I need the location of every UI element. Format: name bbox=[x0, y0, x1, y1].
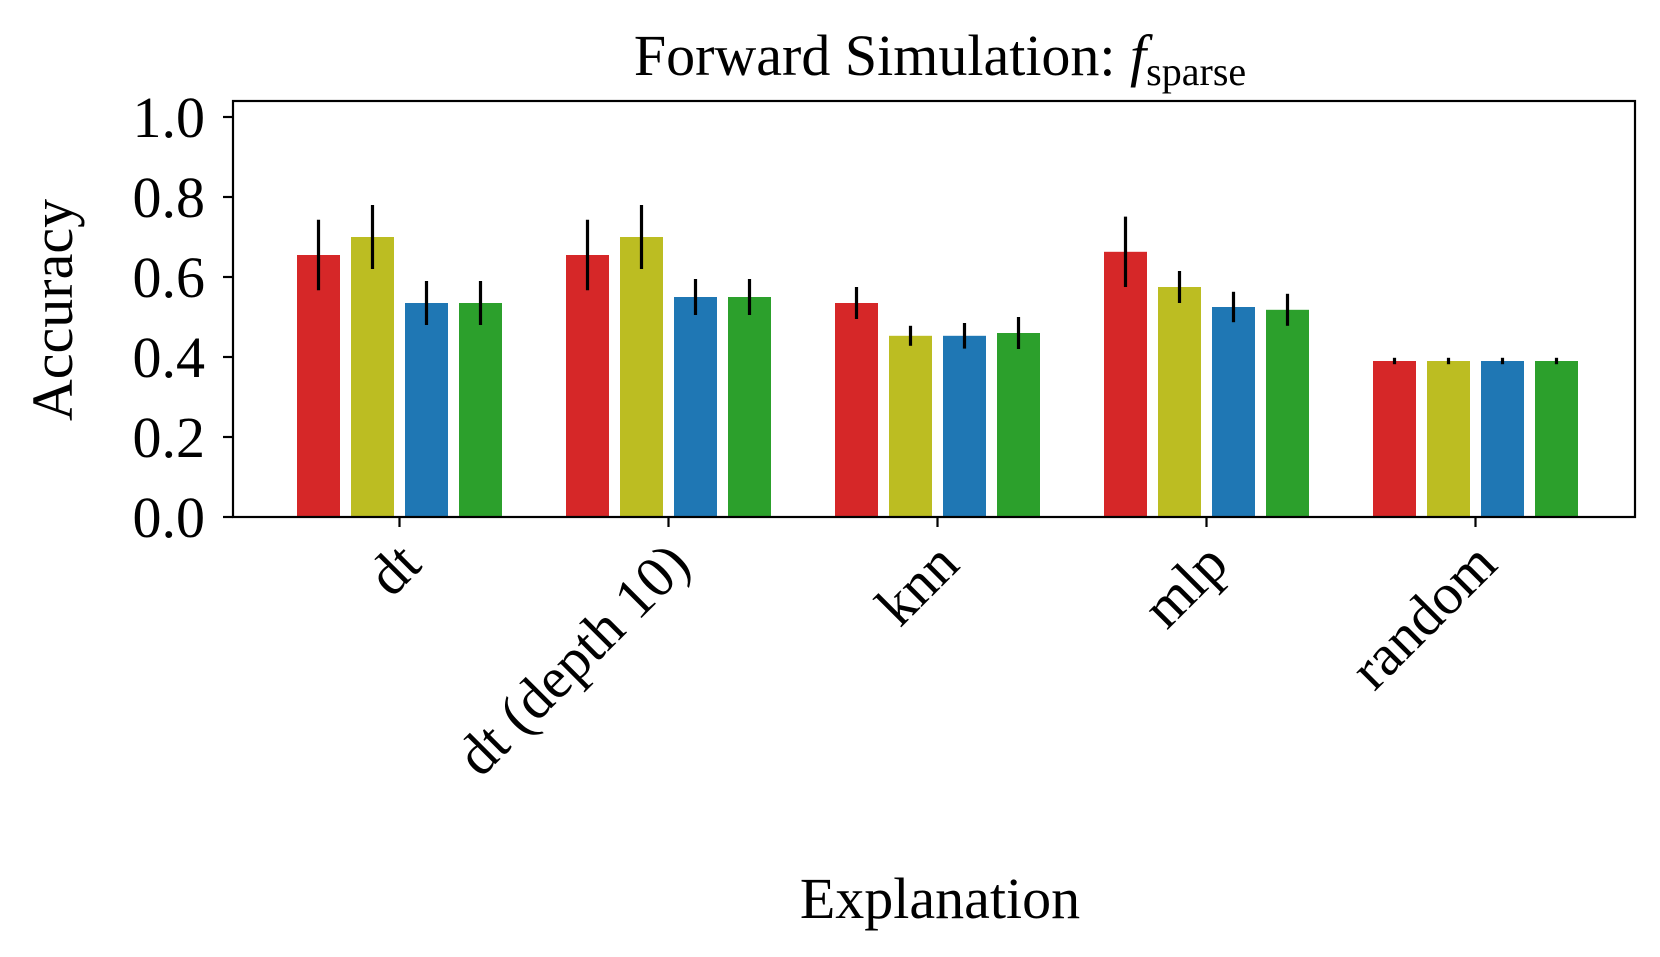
bar-dt-depth-10--series-2 bbox=[620, 237, 663, 517]
y-tick-label: 0.6 bbox=[133, 245, 206, 310]
y-tick-label: 1.0 bbox=[133, 85, 206, 150]
x-axis-ticks: dt dt (depth 10) knn mlp random bbox=[355, 517, 1509, 788]
y-axis-ticks: 0.0 0.2 0.4 0.6 0.8 1.0 bbox=[133, 85, 233, 550]
bars-layer bbox=[297, 237, 1578, 518]
bar-dt-series-2 bbox=[351, 237, 394, 517]
bar-dt-series-1 bbox=[297, 255, 340, 517]
y-tick-label: 0.4 bbox=[133, 325, 206, 390]
x-tick-label: mlp bbox=[1130, 530, 1240, 640]
bar-mlp-series-2 bbox=[1158, 287, 1201, 517]
y-tick-label: 0.2 bbox=[133, 405, 206, 470]
plot-frame bbox=[231, 99, 1637, 519]
bar-dt-series-3 bbox=[405, 303, 448, 517]
bar-mlp-series-3 bbox=[1212, 307, 1255, 517]
bar-knn-series-4 bbox=[997, 333, 1040, 517]
bar-dt-series-4 bbox=[459, 303, 502, 517]
errorbars-layer bbox=[316, 205, 1559, 365]
bar-mlp-series-4 bbox=[1266, 309, 1309, 517]
bar-dt-depth-10--series-3 bbox=[674, 297, 717, 517]
chart-title-subscript: sparse bbox=[1146, 49, 1246, 94]
bar-knn-series-1 bbox=[835, 303, 878, 517]
bar-knn-series-3 bbox=[943, 335, 986, 517]
bar-random-series-2 bbox=[1427, 361, 1470, 517]
x-tick-label: dt bbox=[355, 530, 433, 608]
bar-dt-depth-10--series-4 bbox=[728, 297, 771, 517]
x-tick-label: knn bbox=[863, 530, 970, 637]
y-tick-label: 0.8 bbox=[133, 165, 206, 230]
y-tick-label: 0.0 bbox=[133, 485, 206, 550]
bar-knn-series-2 bbox=[889, 335, 932, 517]
x-tick-label: random bbox=[1337, 530, 1508, 701]
bar-random-series-3 bbox=[1481, 361, 1524, 517]
chart-title: Forward Simulation: fsparse bbox=[634, 23, 1246, 94]
x-tick-label: dt (depth 10) bbox=[444, 530, 702, 788]
bar-random-series-4 bbox=[1535, 361, 1578, 517]
chart-title-text: Forward Simulation: bbox=[634, 23, 1130, 88]
bar-dt-depth-10--series-1 bbox=[566, 255, 609, 517]
x-axis-label: Explanation bbox=[800, 866, 1080, 931]
bar-random-series-1 bbox=[1373, 361, 1416, 517]
y-axis-label: Accuracy bbox=[20, 199, 85, 421]
bar-mlp-series-1 bbox=[1104, 251, 1147, 518]
